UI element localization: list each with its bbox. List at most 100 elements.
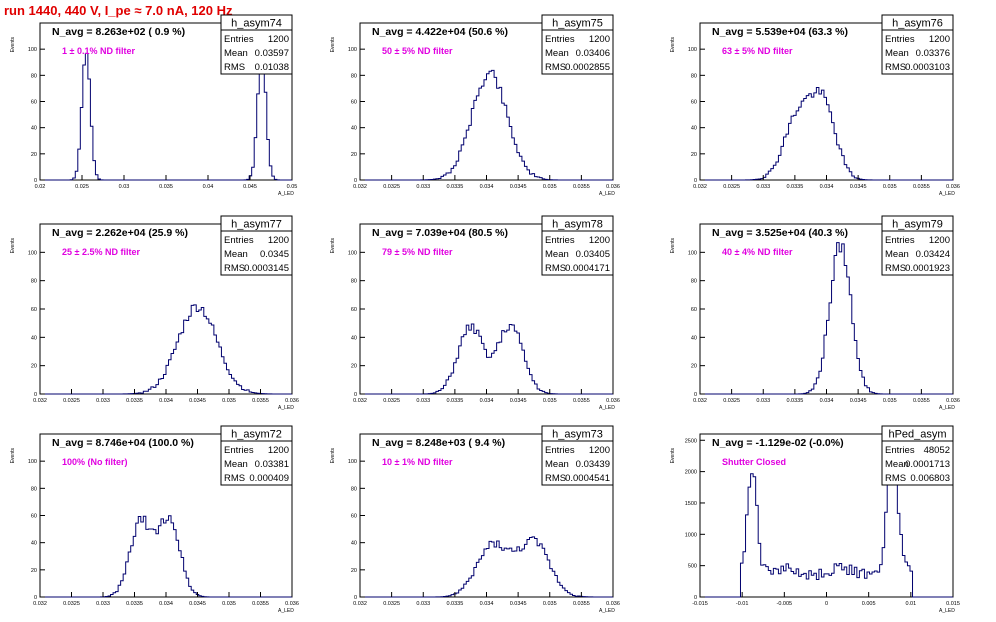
x-tick-label: 0.045	[243, 184, 257, 190]
filter-note: 1 ± 0.1% ND filter	[62, 46, 135, 56]
y-tick-label: 100	[688, 250, 697, 256]
y-tick-label: 100	[688, 47, 697, 53]
x-tick-label: 0.0345	[189, 601, 206, 607]
stats-box: h_asym79 Entries 1200 Mean 0.03424 RMS0.00019…	[881, 215, 954, 276]
y-tick-label: 60	[351, 100, 357, 106]
x-tick-label: 0.0345	[189, 398, 206, 404]
x-tick-label: 0.0335	[446, 398, 463, 404]
stat-value: 0.000409	[249, 473, 289, 484]
x-tick-label: 0.01	[905, 601, 916, 607]
x-tick-label: 0.034	[480, 398, 494, 404]
run-title: run 1440, 440 V, I_pe ≈ 7.0 nA, 120 Hz	[4, 3, 233, 18]
panel-title: N_avg = 2.262e+04 (25.9 %)	[52, 227, 188, 239]
stat-value: 1200	[268, 445, 289, 456]
stat-value: 1200	[268, 235, 289, 246]
hist-name: h_asym78	[552, 219, 603, 231]
y-tick-label: 0	[354, 595, 357, 601]
panel-title: N_avg = 4.422e+04 (50.6 %)	[372, 26, 508, 38]
stat-label: Mean	[224, 249, 248, 260]
y-tick-label: 60	[351, 514, 357, 520]
stat-value: 0.006803	[910, 473, 950, 484]
y-tick-label: 0	[34, 595, 37, 601]
x-tick-label: 0.015	[946, 601, 960, 607]
x-axis-label: A_LED	[278, 191, 294, 197]
y-tick-label: 80	[351, 73, 357, 79]
y-axis-label: Events	[670, 37, 676, 53]
stat-label: Mean	[885, 249, 909, 260]
x-tick-label: 0.0345	[850, 398, 867, 404]
x-tick-label: 0.03	[119, 184, 130, 190]
y-tick-label: 2000	[685, 470, 697, 476]
y-tick-label: 100	[28, 47, 37, 53]
y-tick-label: 40	[351, 335, 357, 341]
filter-note: 40 ± 4% ND filter	[722, 247, 793, 257]
x-tick-label: -0.015	[692, 601, 708, 607]
filter-note: 100% (No filter)	[62, 457, 128, 467]
x-tick-label: 0.032	[353, 398, 367, 404]
stat-value: 0.03439	[576, 459, 610, 470]
stat-label: Entries	[885, 445, 915, 456]
x-tick-label: 0	[825, 601, 828, 607]
x-tick-label: 0.033	[96, 601, 110, 607]
stats-box: h_asym72 Entries 1200 Mean 0.03381 RMS 0.00040…	[220, 425, 293, 486]
stat-value: 0.03597	[255, 48, 289, 59]
stat-label: Mean	[545, 459, 569, 470]
x-tick-label: 0.0355	[573, 601, 590, 607]
x-tick-label: 0.0335	[786, 184, 803, 190]
y-tick-label: 20	[691, 364, 697, 370]
stat-value: 0.0004171	[565, 263, 610, 274]
x-tick-label: 0.0325	[383, 398, 400, 404]
y-tick-label: 60	[351, 307, 357, 313]
stat-value: 0.03424	[916, 249, 950, 260]
y-axis-label: Events	[10, 37, 16, 53]
stat-value: 0.03406	[576, 48, 610, 59]
panel-hPed_asym: -0.015 -0.01 -0.005 0 0.005 0.01 0.015 0 500 1000…	[670, 425, 960, 614]
y-tick-label: 20	[31, 568, 37, 574]
stat-label: Mean	[545, 249, 569, 260]
hist-name: h_asym76	[892, 18, 943, 30]
stat-value: 0.0003103	[905, 62, 950, 73]
x-tick-label: 0.033	[416, 601, 430, 607]
x-tick-label: 0.032	[693, 184, 707, 190]
y-tick-label: 0	[694, 392, 697, 398]
x-axis-label: A_LED	[599, 191, 615, 197]
stats-box: h_asym74 Entries 1200 Mean 0.03597 RMS 0.01038	[220, 14, 293, 75]
stat-label: Mean	[545, 48, 569, 59]
y-tick-label: 100	[28, 459, 37, 465]
stat-label: Mean	[885, 48, 909, 59]
y-tick-label: 0	[354, 178, 357, 184]
y-tick-label: 60	[31, 514, 37, 520]
y-tick-label: 100	[348, 47, 357, 53]
y-axis-label: Events	[330, 37, 336, 53]
x-tick-label: 0.025	[75, 184, 89, 190]
x-tick-label: 0.0345	[510, 184, 527, 190]
stat-value: 0.03405	[576, 249, 610, 260]
y-tick-label: 60	[31, 100, 37, 106]
stat-label: Entries	[885, 34, 915, 45]
histogram-series	[40, 515, 292, 598]
stat-value: 1200	[589, 34, 610, 45]
x-axis-label: A_LED	[939, 191, 955, 197]
histogram-series	[700, 87, 953, 181]
panel-h_asym74: 0.02 0.025 0.03 0.035 0.04 0.045 0.05 0 20 40 60 80…	[10, 14, 297, 197]
x-tick-label: 0.0335	[446, 184, 463, 190]
histogram-series	[700, 242, 953, 395]
y-tick-label: 0	[34, 392, 37, 398]
stat-value: 1200	[268, 34, 289, 45]
panel-h_asym79: 0.032 0.0325 0.033 0.0335 0.034 0.0345 0.035 0.…	[670, 215, 960, 411]
stat-value: 0.0002855	[565, 62, 610, 73]
x-tick-label: 0.034	[820, 184, 834, 190]
x-tick-label: 0.032	[693, 398, 707, 404]
x-tick-label: 0.0345	[510, 398, 527, 404]
panel-title: N_avg = 8.746e+04 (100.0 %)	[52, 437, 194, 449]
y-axis-label: Events	[10, 238, 16, 254]
x-tick-label: 0.0355	[913, 398, 930, 404]
y-tick-label: 100	[348, 250, 357, 256]
x-tick-label: 0.0355	[913, 184, 930, 190]
stat-label: RMS	[885, 473, 906, 484]
y-tick-label: 40	[691, 126, 697, 132]
x-tick-label: 0.035	[543, 398, 557, 404]
stat-label: Entries	[545, 235, 575, 246]
panel-title: N_avg = 8.248e+03 ( 9.4 %)	[372, 437, 505, 449]
x-tick-label: 0.04	[203, 184, 214, 190]
